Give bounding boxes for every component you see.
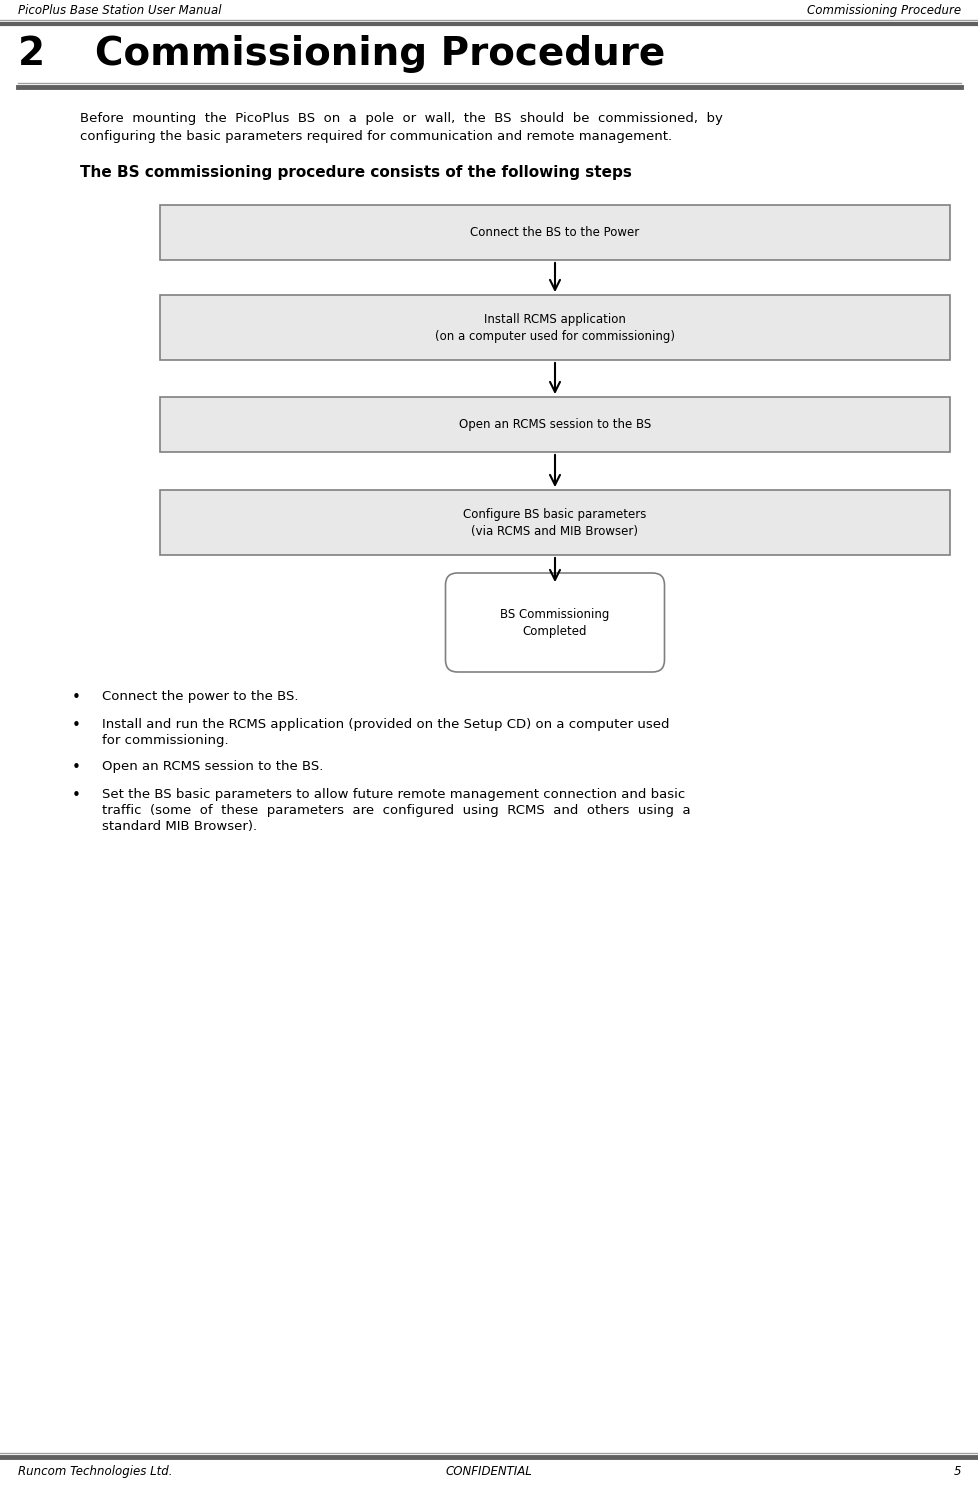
Text: Runcom Technologies Ltd.: Runcom Technologies Ltd. bbox=[18, 1465, 172, 1478]
FancyBboxPatch shape bbox=[159, 205, 949, 260]
Text: Open an RCMS session to the BS: Open an RCMS session to the BS bbox=[459, 417, 650, 431]
FancyBboxPatch shape bbox=[159, 396, 949, 452]
Text: PicoPlus Base Station User Manual: PicoPlus Base Station User Manual bbox=[18, 4, 221, 16]
Text: Completed: Completed bbox=[522, 625, 587, 637]
FancyBboxPatch shape bbox=[445, 573, 664, 672]
Text: •: • bbox=[72, 690, 81, 705]
Text: The BS commissioning procedure consists of the following steps: The BS commissioning procedure consists … bbox=[80, 165, 631, 180]
Text: standard MIB Browser).: standard MIB Browser). bbox=[102, 820, 257, 833]
Text: 2: 2 bbox=[18, 34, 45, 73]
Text: 5: 5 bbox=[953, 1465, 960, 1478]
Text: configuring the basic parameters required for communication and remote managemen: configuring the basic parameters require… bbox=[80, 130, 672, 144]
Text: Install RCMS application: Install RCMS application bbox=[483, 313, 625, 326]
Text: (via RCMS and MIB Browser): (via RCMS and MIB Browser) bbox=[471, 525, 638, 539]
Text: Configure BS basic parameters: Configure BS basic parameters bbox=[463, 509, 646, 521]
Text: CONFIDENTIAL: CONFIDENTIAL bbox=[445, 1465, 532, 1478]
Text: Open an RCMS session to the BS.: Open an RCMS session to the BS. bbox=[102, 760, 323, 773]
FancyBboxPatch shape bbox=[159, 295, 949, 361]
Text: traffic  (some  of  these  parameters  are  configured  using  RCMS  and  others: traffic (some of these parameters are co… bbox=[102, 803, 689, 817]
Text: (on a computer used for commissioning): (on a computer used for commissioning) bbox=[434, 331, 674, 343]
Text: Before  mounting  the  PicoPlus  BS  on  a  pole  or  wall,  the  BS  should  be: Before mounting the PicoPlus BS on a pol… bbox=[80, 112, 722, 126]
Text: •: • bbox=[72, 718, 81, 733]
Text: Connect the BS to the Power: Connect the BS to the Power bbox=[469, 226, 639, 239]
Text: BS Commissioning: BS Commissioning bbox=[500, 607, 609, 621]
Text: Commissioning Procedure: Commissioning Procedure bbox=[95, 34, 665, 73]
Text: for commissioning.: for commissioning. bbox=[102, 735, 229, 747]
FancyBboxPatch shape bbox=[159, 491, 949, 555]
Text: Connect the power to the BS.: Connect the power to the BS. bbox=[102, 690, 298, 703]
Text: Set the BS basic parameters to allow future remote management connection and bas: Set the BS basic parameters to allow fut… bbox=[102, 788, 685, 800]
Text: •: • bbox=[72, 760, 81, 775]
Text: Install and run the RCMS application (provided on the Setup CD) on a computer us: Install and run the RCMS application (pr… bbox=[102, 718, 669, 732]
Text: Commissioning Procedure: Commissioning Procedure bbox=[806, 4, 960, 16]
Text: •: • bbox=[72, 788, 81, 803]
